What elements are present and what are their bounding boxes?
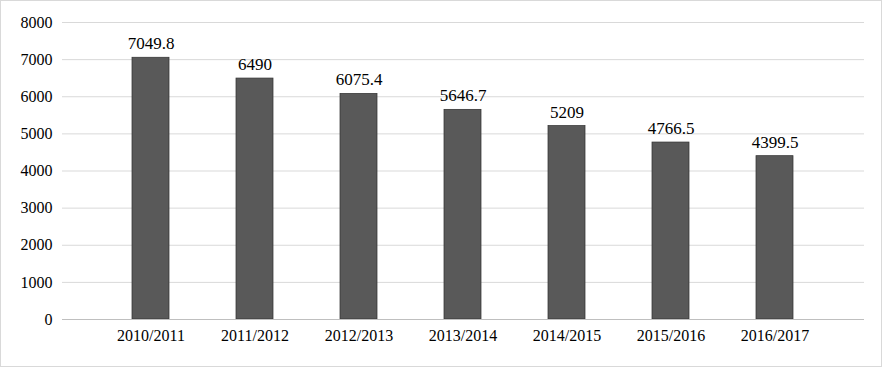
svg-text:5646.7: 5646.7 xyxy=(440,86,487,105)
svg-text:7000: 7000 xyxy=(21,51,53,68)
svg-text:5209: 5209 xyxy=(550,103,584,122)
svg-text:6000: 6000 xyxy=(21,88,53,105)
svg-text:2000: 2000 xyxy=(21,236,53,253)
svg-text:6075.4: 6075.4 xyxy=(336,70,383,89)
svg-text:2012/2013: 2012/2013 xyxy=(325,327,393,344)
svg-text:2015/2016: 2015/2016 xyxy=(637,327,705,344)
svg-text:4399.5: 4399.5 xyxy=(752,133,799,152)
svg-text:7049.8: 7049.8 xyxy=(128,34,175,53)
svg-text:2011/2012: 2011/2012 xyxy=(221,327,289,344)
svg-text:2013/2014: 2013/2014 xyxy=(429,327,497,344)
svg-text:2014/2015: 2014/2015 xyxy=(533,327,601,344)
svg-text:4000: 4000 xyxy=(21,162,53,179)
svg-text:1000: 1000 xyxy=(21,273,53,290)
svg-text:2016/2017: 2016/2017 xyxy=(741,327,809,344)
svg-text:4766.5: 4766.5 xyxy=(648,119,695,138)
svg-text:0: 0 xyxy=(45,311,53,328)
svg-text:3000: 3000 xyxy=(21,199,53,216)
svg-text:6490: 6490 xyxy=(238,55,272,74)
svg-text:2010/2011: 2010/2011 xyxy=(117,327,185,344)
svg-text:5000: 5000 xyxy=(21,125,53,142)
svg-text:8000: 8000 xyxy=(21,14,53,31)
